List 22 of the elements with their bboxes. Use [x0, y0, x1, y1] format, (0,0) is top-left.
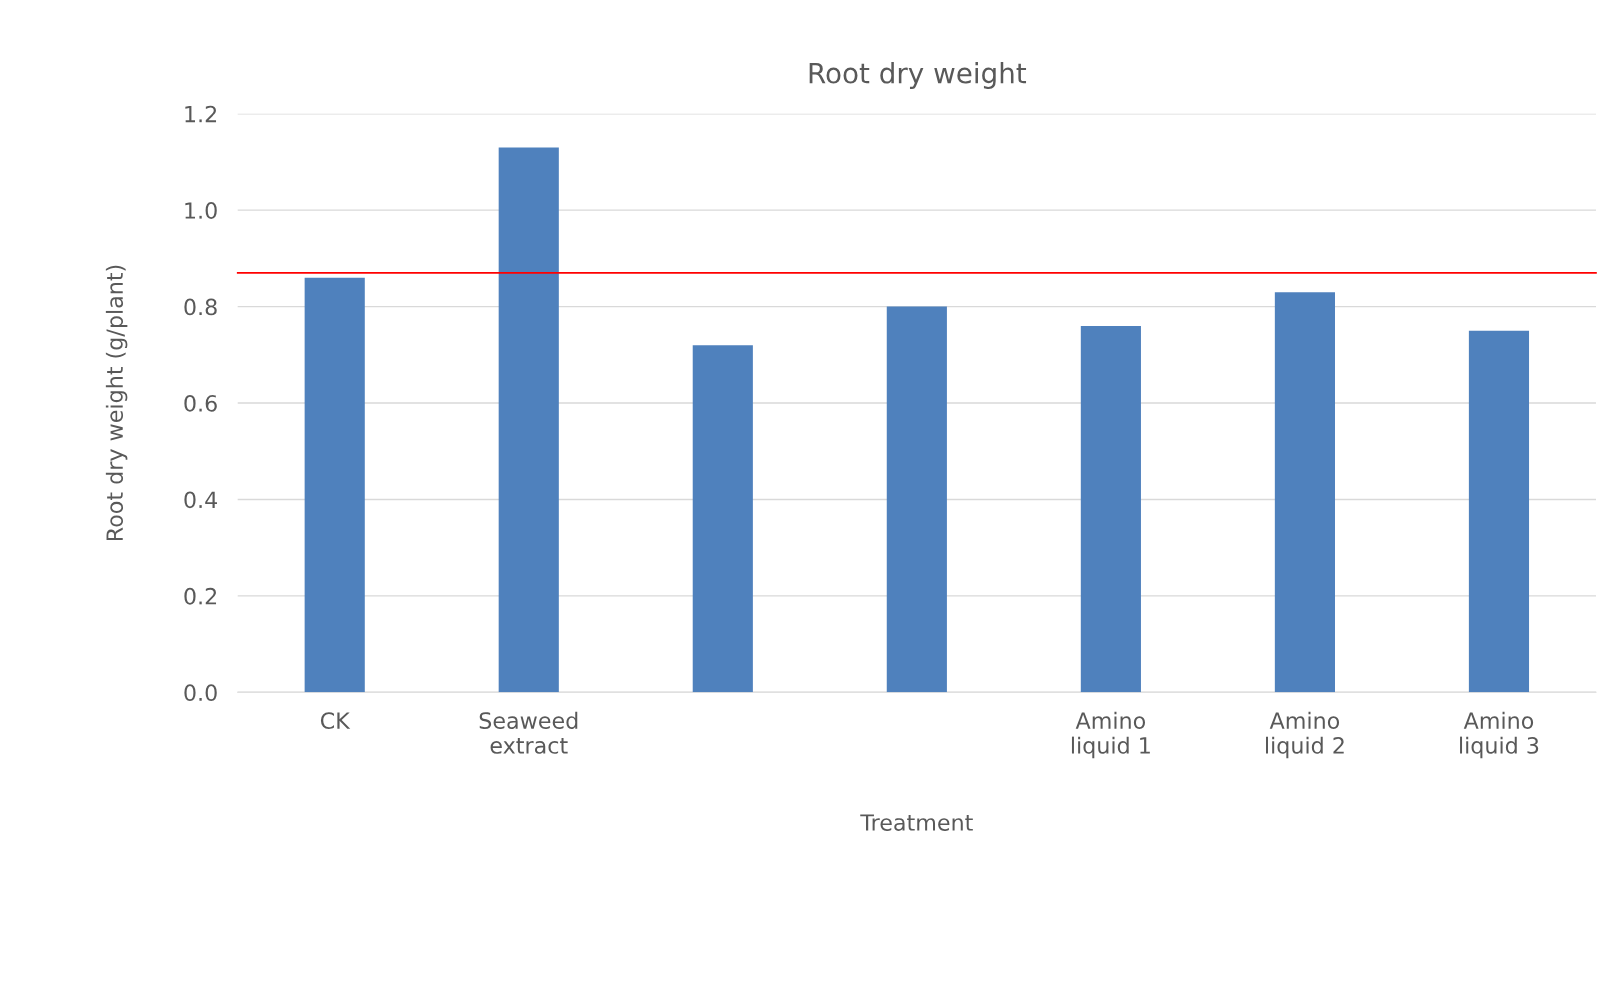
bar	[1468, 330, 1530, 693]
x-tick-label: Amino liquid 3	[1460, 711, 1539, 759]
x-tick-label: CK	[320, 712, 351, 729]
bar	[886, 306, 947, 693]
y-tick-label: 1.2	[185, 105, 217, 123]
y-tick-label: 0.4	[184, 491, 218, 509]
x-axis-title: Treatment	[860, 814, 973, 831]
bar	[498, 147, 559, 693]
bar	[304, 277, 365, 693]
chart-title: Root dry weight	[809, 62, 1027, 89]
y-tick-label: 0.6	[184, 394, 217, 412]
y-tick-label: 1.0	[185, 202, 217, 219]
y-tick-label: 0.2	[184, 587, 217, 605]
bar	[1274, 292, 1335, 693]
x-tick-label: Seaweed extract	[479, 711, 578, 754]
y-axis-title: Root dry weight (g/plant)	[105, 265, 128, 541]
bar	[1080, 325, 1141, 693]
y-tick-label: 0.8	[184, 298, 217, 316]
x-tick-label: Amino liquid 1	[1071, 711, 1150, 759]
x-tick-label: Amino liquid 2	[1266, 711, 1344, 759]
y-tick-label: 0.0	[184, 684, 217, 702]
bar	[692, 345, 753, 693]
